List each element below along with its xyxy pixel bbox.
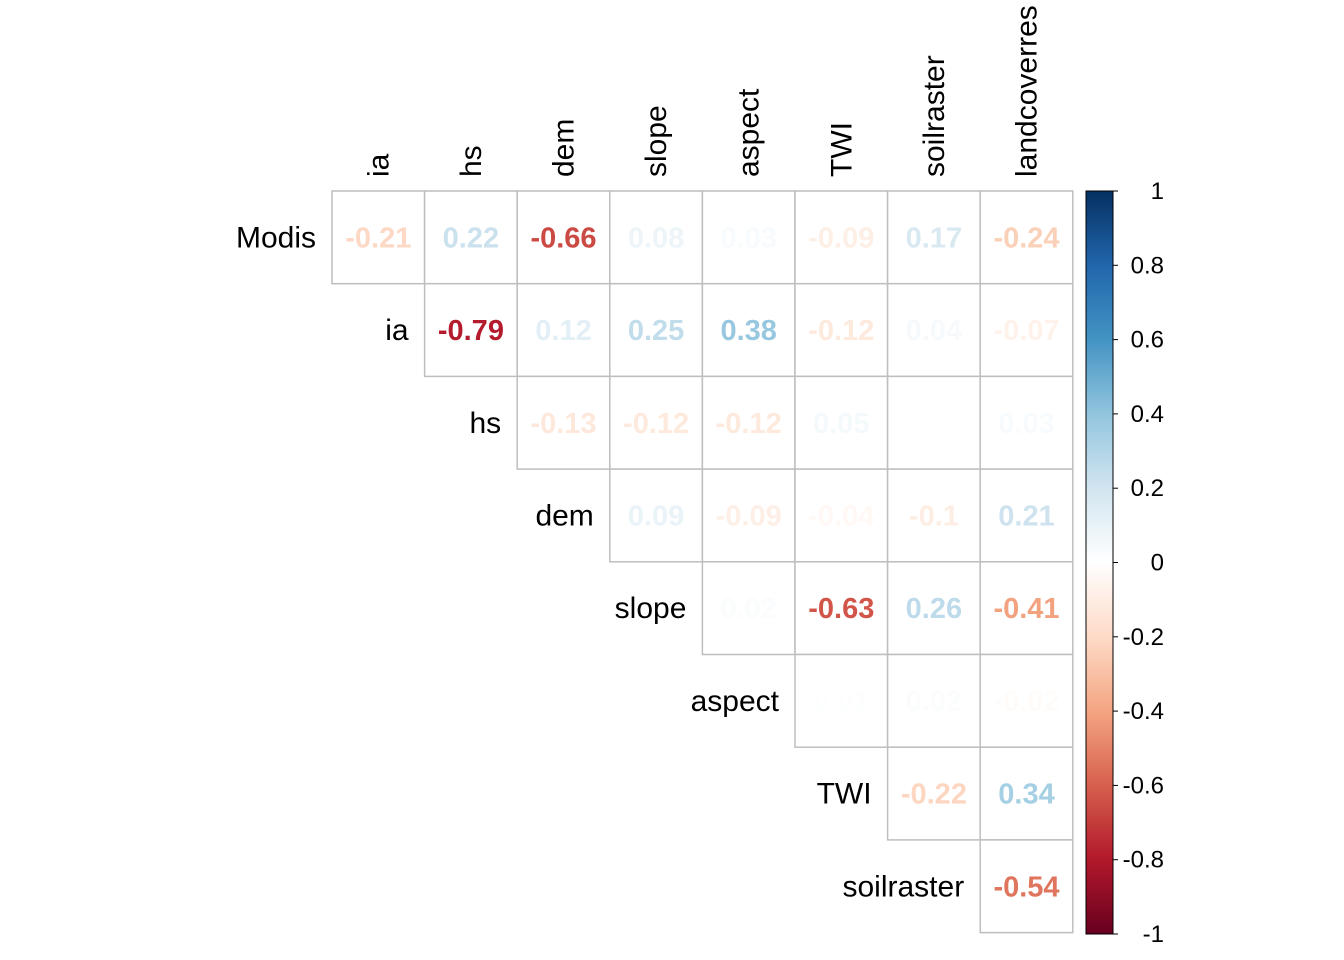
- colorbar-tick-label: 0.8: [1131, 252, 1164, 279]
- cell-value-label: -0.02: [993, 686, 1059, 718]
- colorbar-tick-label: -1: [1143, 921, 1164, 948]
- cell-value-label: -0.12: [623, 408, 689, 440]
- cell-value-label: 0.05: [813, 408, 869, 440]
- cell-value-label: -0.12: [808, 315, 874, 347]
- cell-value-label: 0.22: [443, 222, 499, 254]
- cell-value-label: 0.34: [998, 779, 1054, 811]
- matrix-cell: [794, 561, 889, 656]
- cell-value-label: 0.17: [906, 222, 962, 254]
- matrix-cell: [886, 561, 981, 656]
- colorbar-tick-label: -0.6: [1123, 772, 1164, 799]
- matrix-cell: [979, 190, 1074, 285]
- matrix-cell: [701, 375, 796, 470]
- cell-value-label: 0.02: [720, 593, 776, 625]
- cell-value-label: 0.09: [628, 501, 684, 533]
- matrix-cell: [979, 561, 1074, 656]
- matrix-cell: [794, 653, 889, 748]
- matrix-cell: [423, 190, 518, 285]
- cell-value-label: -0.66: [530, 222, 596, 254]
- row-label: ia: [385, 314, 409, 347]
- row-label: TWI: [817, 778, 872, 811]
- cell-value-label: 0.01: [813, 686, 869, 718]
- column-label: soilraster: [918, 55, 951, 177]
- cell-value-label: 0.02: [906, 686, 962, 718]
- matrix-cell: [886, 282, 981, 378]
- cell-value-label: -0.21: [345, 222, 411, 254]
- cell-value-label: 0.25: [628, 315, 684, 347]
- cell-value-label: 0.03: [720, 222, 776, 254]
- matrix-cell: [979, 839, 1074, 934]
- column-label: hs: [455, 145, 488, 177]
- cell-value-label: -0.04: [808, 501, 874, 533]
- matrix-cell: [794, 190, 889, 285]
- cell-value-label: 0.03: [998, 408, 1054, 440]
- matrix-cell: [794, 375, 889, 470]
- cell-value-label: -0.09: [716, 501, 782, 533]
- matrix-cell: [979, 468, 1074, 563]
- colorbar-tick-label: 0.6: [1131, 327, 1164, 354]
- matrix-cell: [886, 375, 981, 470]
- cell-value-label: -0.13: [530, 408, 596, 440]
- row-label: hs: [470, 407, 502, 440]
- colorbar-tick-label: -0.8: [1123, 847, 1164, 874]
- cell-value-label: -0.09: [808, 222, 874, 254]
- column-label: ia: [362, 153, 395, 177]
- matrix-cell: [516, 282, 611, 378]
- cell-value-label: -0.22: [901, 779, 967, 811]
- matrix-cell: [701, 282, 796, 378]
- cell-value-label: 0.21: [998, 501, 1054, 533]
- column-label: slope: [640, 105, 673, 177]
- cell-value-label: -0.54: [993, 871, 1059, 903]
- cell-value-label: 0.08: [628, 222, 684, 254]
- cell-value-label: 0: [926, 408, 942, 440]
- matrix-cell: [886, 746, 981, 841]
- row-label: dem: [535, 500, 593, 533]
- cell-value-label: -0.07: [993, 315, 1059, 347]
- colorbar-tick-label: -0.2: [1123, 624, 1164, 651]
- cell-value-label: 0.04: [906, 315, 962, 347]
- row-label: soilraster: [842, 870, 964, 903]
- matrix-cell: [979, 653, 1074, 748]
- column-label: aspect: [733, 88, 766, 177]
- colorbar-tick-label: 0.4: [1131, 401, 1164, 428]
- column-label: landcoverres: [1011, 5, 1044, 177]
- cell-value-label: -0.41: [993, 593, 1059, 625]
- cell-value-label: -0.79: [438, 315, 504, 347]
- matrix-cell: [609, 375, 704, 470]
- cell-value-label: -0.12: [716, 408, 782, 440]
- cell-value-label: 0.12: [535, 315, 591, 347]
- matrix-cell: [423, 282, 518, 378]
- matrix-cell: [886, 468, 981, 563]
- row-label: slope: [615, 592, 687, 625]
- matrix-cell: [516, 190, 611, 285]
- row-label: Modis: [236, 221, 316, 254]
- row-label: aspect: [691, 685, 780, 718]
- cell-value-label: -0.63: [808, 593, 874, 625]
- matrix-cell: [609, 468, 704, 563]
- matrix-cell: [979, 375, 1074, 470]
- colorbar-tick-label: 0.2: [1131, 475, 1164, 502]
- colorbar: [1085, 190, 1114, 935]
- cell-value-label: 0.26: [906, 593, 962, 625]
- matrix-cell: [701, 561, 796, 656]
- column-label: TWI: [825, 122, 858, 177]
- colorbar-tick-label: 1: [1151, 178, 1164, 205]
- matrix-cell: [701, 468, 796, 563]
- colorbar-tick-label: 0: [1151, 550, 1164, 577]
- matrix-cell: [331, 190, 426, 285]
- cell-value-label: -0.24: [993, 222, 1059, 254]
- matrix-cell: [516, 375, 611, 470]
- column-label: dem: [548, 119, 581, 177]
- colorbar-tick-label: -0.4: [1123, 698, 1164, 725]
- cell-value-label: 0.38: [720, 315, 776, 347]
- cell-value-label: -0.1: [909, 501, 959, 533]
